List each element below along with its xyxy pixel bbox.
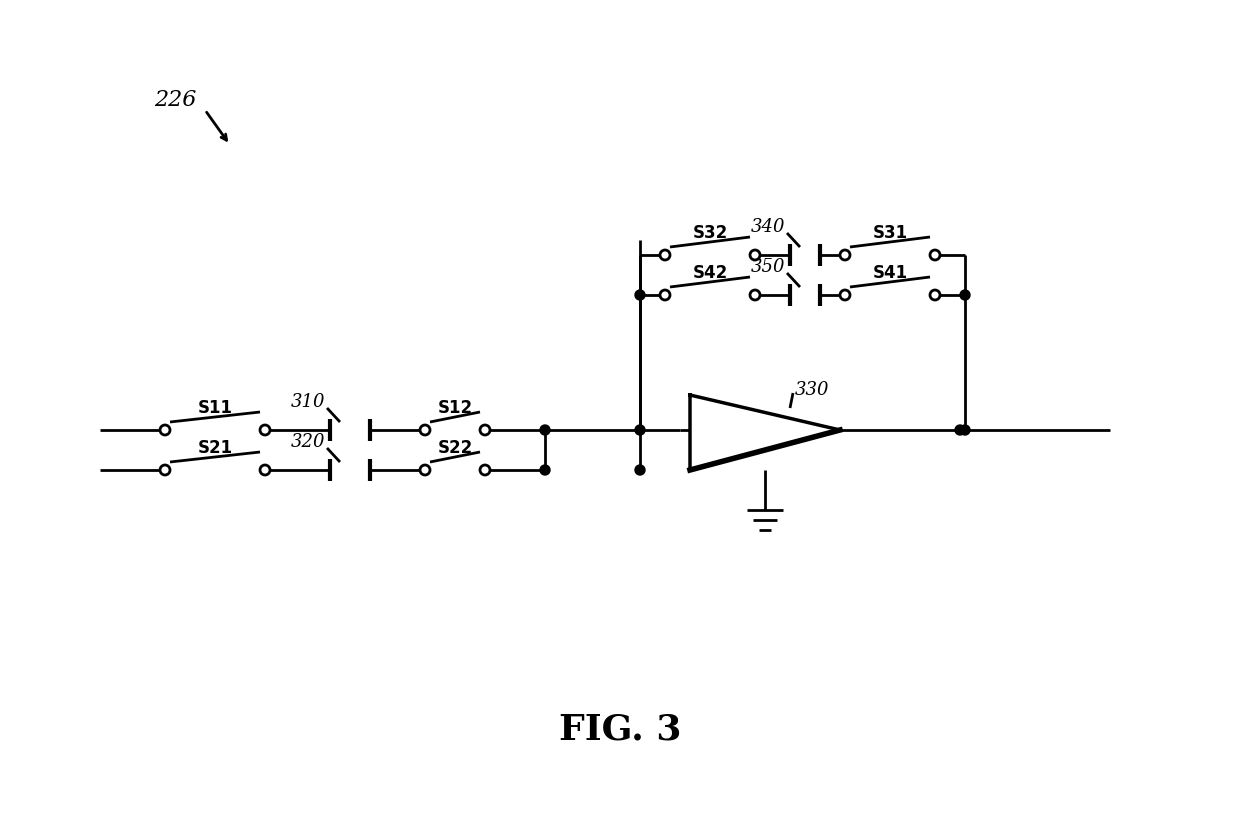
Text: S11: S11 — [197, 399, 233, 417]
Circle shape — [750, 290, 760, 300]
Text: FIG. 3: FIG. 3 — [559, 713, 681, 747]
Text: S42: S42 — [692, 264, 728, 282]
Text: 226: 226 — [154, 89, 196, 111]
Circle shape — [635, 290, 645, 300]
Circle shape — [750, 250, 760, 260]
Text: S21: S21 — [197, 439, 233, 457]
Circle shape — [839, 290, 849, 300]
Circle shape — [960, 425, 970, 435]
Circle shape — [955, 425, 965, 435]
Circle shape — [420, 465, 430, 475]
Text: 330: 330 — [795, 381, 830, 399]
Circle shape — [539, 425, 551, 435]
Circle shape — [660, 250, 670, 260]
Text: 350: 350 — [750, 258, 785, 276]
Circle shape — [930, 290, 940, 300]
Text: S12: S12 — [438, 399, 472, 417]
Circle shape — [660, 290, 670, 300]
Text: 340: 340 — [750, 218, 785, 236]
Circle shape — [260, 425, 270, 435]
Circle shape — [480, 425, 490, 435]
Circle shape — [839, 250, 849, 260]
Circle shape — [160, 465, 170, 475]
Circle shape — [260, 465, 270, 475]
Circle shape — [960, 290, 970, 300]
Text: 320: 320 — [290, 433, 325, 451]
Circle shape — [160, 425, 170, 435]
Circle shape — [635, 465, 645, 475]
Text: S22: S22 — [438, 439, 472, 457]
Circle shape — [539, 465, 551, 475]
Text: S32: S32 — [692, 224, 728, 242]
Text: S31: S31 — [873, 224, 908, 242]
Circle shape — [420, 425, 430, 435]
Text: S41: S41 — [873, 264, 908, 282]
Text: 310: 310 — [290, 393, 325, 411]
Circle shape — [635, 425, 645, 435]
Circle shape — [480, 465, 490, 475]
Circle shape — [930, 250, 940, 260]
